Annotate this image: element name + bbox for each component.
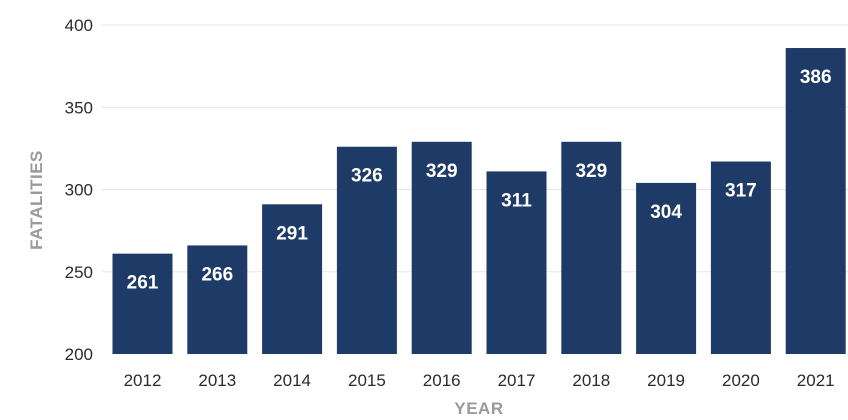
x-tick-label: 2019: [647, 371, 685, 390]
bar: [636, 182, 697, 354]
y-tick-label: 250: [65, 263, 93, 282]
bar: [561, 141, 622, 354]
bar: [336, 146, 397, 354]
x-tick-label: 2020: [722, 371, 760, 390]
y-tick-label: 200: [65, 345, 93, 364]
bar: [710, 161, 771, 354]
x-tick-label: 2014: [273, 371, 311, 390]
bar-value-label: 317: [725, 181, 757, 202]
bar-value-label: 326: [351, 166, 383, 187]
bar-value-label: 304: [650, 202, 682, 223]
y-axis-ticks: 200 250 300 350 400: [65, 16, 93, 364]
bar: [187, 245, 248, 354]
y-tick-label: 400: [65, 16, 93, 35]
bar: [112, 253, 173, 354]
y-axis-title: FATALITIES: [27, 150, 46, 250]
x-tick-label: 2012: [124, 371, 162, 390]
bars: 261 266 291 326 329 311 329 304 317 386: [112, 48, 846, 354]
bar: [411, 141, 472, 354]
bar-value-label: 311: [501, 190, 532, 211]
bar-value-label: 329: [575, 161, 607, 182]
y-tick-label: 300: [65, 181, 93, 200]
x-tick-label: 2015: [348, 371, 386, 390]
bar: [486, 171, 547, 354]
bar: [785, 48, 846, 354]
bar-value-label: 329: [426, 161, 458, 182]
x-tick-label: 2017: [498, 371, 536, 390]
x-axis-title: YEAR: [454, 399, 503, 418]
bar-value-label: 386: [800, 67, 832, 88]
x-tick-label: 2016: [423, 371, 461, 390]
x-tick-label: 2018: [572, 371, 610, 390]
bar-value-label: 261: [127, 273, 159, 294]
x-axis-ticks: 2012 2013 2014 2015 2016 2017 2018 2019 2020 2021: [124, 371, 835, 390]
bar-value-label: 266: [201, 264, 233, 285]
y-tick-label: 350: [65, 98, 93, 117]
bar-value-label: 291: [276, 223, 308, 244]
x-tick-label: 2013: [198, 371, 236, 390]
x-tick-label: 2021: [797, 371, 835, 390]
bar: [262, 204, 323, 354]
